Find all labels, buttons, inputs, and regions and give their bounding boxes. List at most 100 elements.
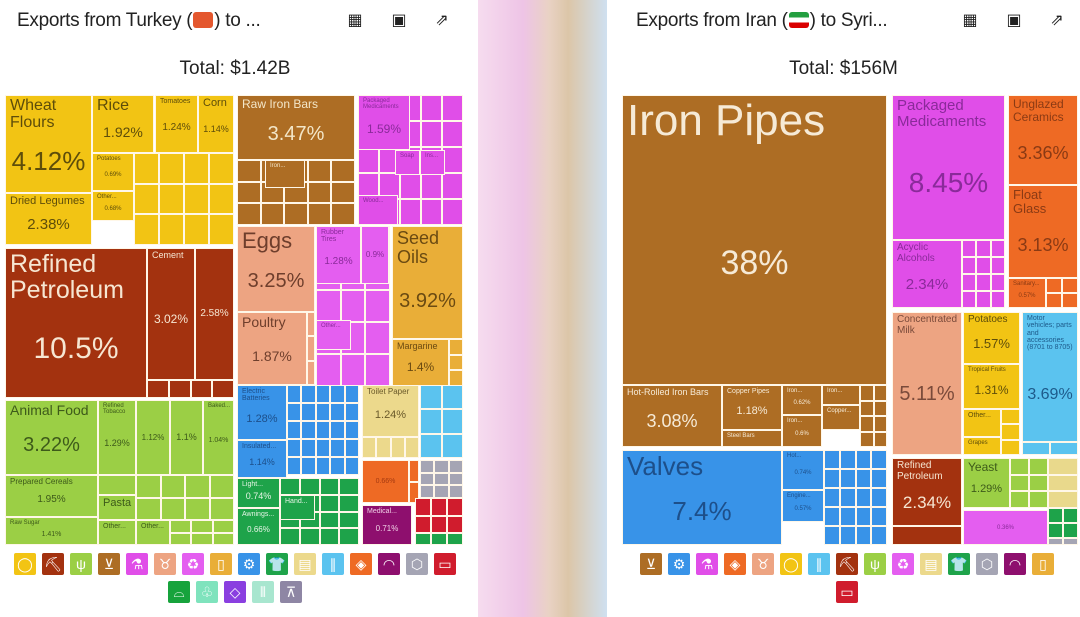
treemap-tile[interactable]: Wood... (358, 195, 398, 225)
treemap-minor-tile[interactable] (331, 181, 355, 204)
treemap-minor-tile[interactable] (1010, 474, 1029, 492)
treemap-minor-tile[interactable] (404, 437, 419, 458)
treemap-tile[interactable]: Packaged Medicaments 8.45% (892, 95, 1005, 240)
treemap-minor-tile[interactable] (344, 403, 359, 421)
treemap-minor-tile[interactable] (301, 439, 316, 457)
treemap-minor-tile[interactable] (287, 457, 302, 475)
treemap-minor-tile[interactable] (449, 370, 463, 386)
treemap-minor-tile[interactable] (344, 385, 359, 403)
treemap-minor-tile[interactable] (136, 497, 161, 520)
treemap-minor-tile[interactable] (160, 497, 185, 520)
treemap-tile[interactable]: Iron... (265, 160, 305, 188)
treemap-minor-tile[interactable] (441, 385, 463, 410)
treemap-tile[interactable]: Tropical Fruits 1.31% (963, 364, 1020, 409)
treemap-minor-tile[interactable] (824, 469, 840, 488)
treemap-minor-tile[interactable] (421, 121, 442, 147)
treemap-minor-tile[interactable] (280, 478, 300, 495)
treemap-minor-tile[interactable] (287, 385, 302, 403)
treemap-minor-tile[interactable] (344, 421, 359, 439)
treemap-tile[interactable]: Steel Bars (722, 430, 782, 447)
treemap-minor-tile[interactable] (421, 173, 442, 199)
treemap-tile[interactable]: Unglazed Ceramics 3.36% (1008, 95, 1078, 185)
treemap-minor-tile[interactable] (307, 336, 315, 361)
treemap-tile[interactable]: Refined Petroleum 10.5% (5, 248, 147, 398)
treemap-minor-tile[interactable] (136, 475, 161, 498)
image-icon[interactable]: ▣ (1006, 12, 1022, 29)
treemap-tile[interactable]: Potatoes 0.69% (92, 153, 134, 191)
treemap-minor-tile[interactable] (962, 240, 977, 257)
treemap-minor-tile[interactable] (824, 526, 840, 545)
treemap-minor-tile[interactable] (1022, 442, 1050, 455)
treemap-tile[interactable]: Poultry 1.87% (237, 312, 307, 385)
treemap-tile[interactable]: Rice 1.92% (92, 95, 154, 153)
treemap-minor-tile[interactable] (420, 485, 435, 498)
treemap-minor-tile[interactable] (237, 203, 261, 225)
treemap-minor-tile[interactable] (344, 457, 359, 475)
treemap-tile[interactable]: Other... (136, 520, 170, 545)
treemap-minor-tile[interactable] (442, 199, 463, 225)
treemap-minor-tile[interactable] (134, 214, 159, 245)
treemap-minor-tile[interactable] (1062, 278, 1078, 293)
treemap-minor-tile[interactable] (420, 460, 435, 473)
treemap-minor-tile[interactable] (212, 380, 234, 398)
treemap-tile[interactable]: Ins... (420, 150, 445, 175)
treemap-minor-tile[interactable] (209, 475, 234, 498)
treemap-minor-tile[interactable] (839, 507, 856, 526)
treemap-tile[interactable]: Copper Pipes 1.18% (722, 385, 782, 430)
treemap-minor-tile[interactable] (315, 403, 331, 421)
treemap-minor-tile[interactable] (420, 472, 435, 486)
treemap-minor-tile[interactable] (839, 488, 856, 507)
arts-and-antiques-icon[interactable]: ⊼ (280, 581, 302, 603)
treemap-tile[interactable]: Hand... (280, 495, 315, 520)
external-link-icon[interactable]: ⇗ (1050, 12, 1064, 29)
treemap-tile[interactable]: Insulated... 1.14% (237, 440, 287, 478)
treemap-minor-tile[interactable] (1029, 474, 1048, 492)
treemap-minor-tile[interactable] (307, 360, 315, 385)
treemap-tile[interactable]: Seed Oils 3.92% (392, 226, 463, 339)
treemap-minor-tile[interactable] (415, 515, 431, 533)
metals-icon[interactable]: ⊻ (98, 553, 120, 575)
treemap-minor-tile[interactable] (362, 437, 377, 458)
treemap-minor-tile[interactable] (860, 416, 874, 432)
external-link-icon[interactable]: ⇗ (435, 12, 449, 29)
mineral-products-icon[interactable]: ⛏ (42, 553, 64, 575)
treemap-minor-tile[interactable] (315, 385, 331, 403)
treemap-tile[interactable]: Motor vehicles; parts and accessories (8… (1022, 312, 1078, 442)
treemap-minor-tile[interactable] (330, 439, 345, 457)
treemap-tile[interactable]: Iron... 0.62% (782, 385, 822, 415)
treemap-minor-tile[interactable] (448, 485, 463, 498)
treemap-minor-tile[interactable] (871, 488, 887, 507)
treemap-minor-tile[interactable] (431, 533, 447, 545)
treemap-tile[interactable]: Hot... 0.74% (782, 450, 824, 490)
treemap-minor-tile[interactable] (1001, 424, 1020, 440)
treemap-tile[interactable]: Corn 1.14% (198, 95, 234, 153)
plastics-rubbers-icon[interactable]: ♻ (182, 553, 204, 575)
treemap-minor-tile[interactable] (855, 526, 872, 545)
treemap-minor-tile[interactable] (449, 354, 463, 371)
treemap-tile[interactable]: Concentrated Milk 5.11% (892, 312, 962, 455)
treemap-minor-tile[interactable] (409, 460, 419, 482)
treemap-minor-tile[interactable] (839, 450, 856, 469)
treemap-tile[interactable]: Cement 3.02% (147, 248, 195, 380)
treemap-minor-tile[interactable] (330, 421, 345, 439)
treemap-minor-tile[interactable] (339, 528, 359, 545)
treemap-minor-tile[interactable] (1048, 458, 1078, 475)
treemap-minor-tile[interactable] (990, 291, 1005, 308)
treemap-tile[interactable]: Raw Iron Bars 3.47% (237, 95, 355, 160)
treemap-minor-tile[interactable] (315, 439, 331, 457)
treemap-minor-tile[interactable] (448, 460, 463, 473)
treemap-minor-tile[interactable] (1010, 458, 1029, 475)
treemap-minor-tile[interactable] (301, 457, 316, 475)
treemap-minor-tile[interactable] (873, 416, 887, 432)
treemap-minor-tile[interactable] (307, 181, 332, 204)
treemap-minor-tile[interactable] (448, 472, 463, 486)
treemap-minor-tile[interactable] (358, 147, 379, 173)
treemap-minor-tile[interactable] (330, 403, 345, 421)
treemap-minor-tile[interactable] (365, 322, 390, 354)
miscellaneous-icon[interactable]: ▭ (434, 553, 456, 575)
treemap-minor-tile[interactable] (365, 290, 390, 322)
image-icon[interactable]: ▣ (391, 12, 407, 29)
treemap-minor-tile[interactable] (873, 400, 887, 416)
treemap-minor-tile[interactable] (400, 199, 421, 225)
treemap-minor-tile[interactable] (365, 354, 390, 386)
